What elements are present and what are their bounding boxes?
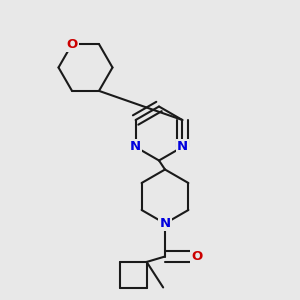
Text: N: N xyxy=(177,140,188,154)
Text: N: N xyxy=(159,217,171,230)
Text: O: O xyxy=(191,250,202,263)
Text: N: N xyxy=(130,140,141,154)
Text: O: O xyxy=(66,38,78,51)
